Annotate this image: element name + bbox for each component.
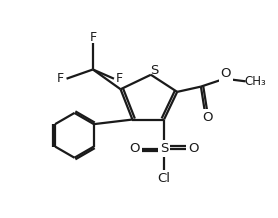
Text: S: S [150, 64, 158, 77]
Text: O: O [221, 67, 231, 80]
Text: F: F [89, 31, 96, 44]
Text: F: F [57, 72, 64, 85]
Text: O: O [188, 142, 199, 155]
Text: O: O [202, 111, 213, 124]
Text: O: O [129, 142, 140, 155]
Text: S: S [160, 142, 168, 155]
Text: Cl: Cl [158, 172, 170, 185]
Text: F: F [116, 72, 123, 85]
Text: CH₃: CH₃ [245, 75, 267, 88]
